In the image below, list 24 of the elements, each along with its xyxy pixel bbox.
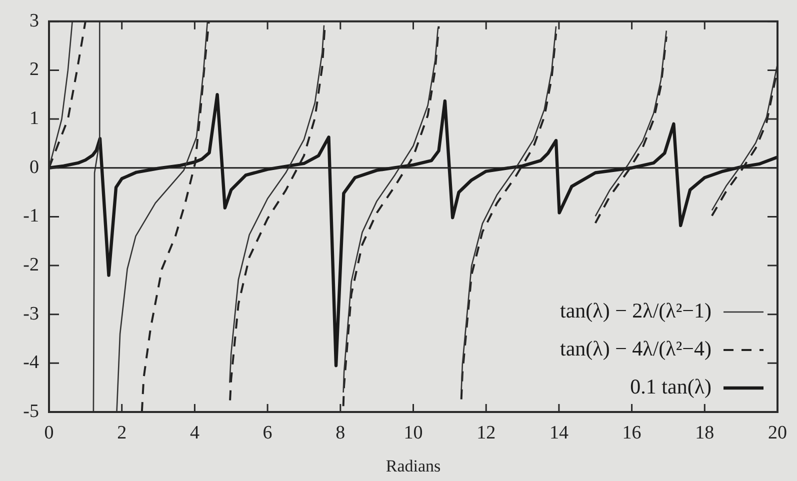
x-tick-label: 18 (695, 422, 714, 444)
y-tick-label: 0 (30, 156, 39, 178)
legend-label: tan(λ) − 4λ/(λ²−4) (560, 336, 712, 361)
x-tick-label: 6 (262, 422, 272, 444)
x-tick-label: 14 (549, 422, 569, 444)
y-tick-label: 2 (30, 59, 39, 80)
x-tick-label: 2 (117, 422, 127, 444)
x-tick-label: 0 (44, 422, 54, 444)
x-tick-label: 16 (622, 422, 642, 444)
legend-label: tan(λ) − 2λ/(λ²−1) (560, 298, 712, 323)
x-tick-label: 10 (404, 422, 423, 444)
y-tick-label: 1 (30, 108, 39, 130)
y-tick-label: -2 (23, 254, 39, 276)
x-tick-label: 20 (768, 422, 787, 444)
y-tick-label: 3 (30, 10, 39, 32)
x-axis-title: Radians (386, 456, 441, 476)
y-tick-label: -1 (23, 206, 39, 227)
x-tick-label: 8 (336, 422, 346, 444)
x-tick-label: 12 (476, 422, 496, 444)
x-tick-label: 4 (190, 422, 200, 444)
y-tick-label: -4 (23, 352, 40, 374)
legend-label: 0.1 tan(λ) (630, 374, 712, 399)
y-tick-label: -5 (23, 400, 39, 422)
y-tick-label: -3 (23, 303, 39, 324)
